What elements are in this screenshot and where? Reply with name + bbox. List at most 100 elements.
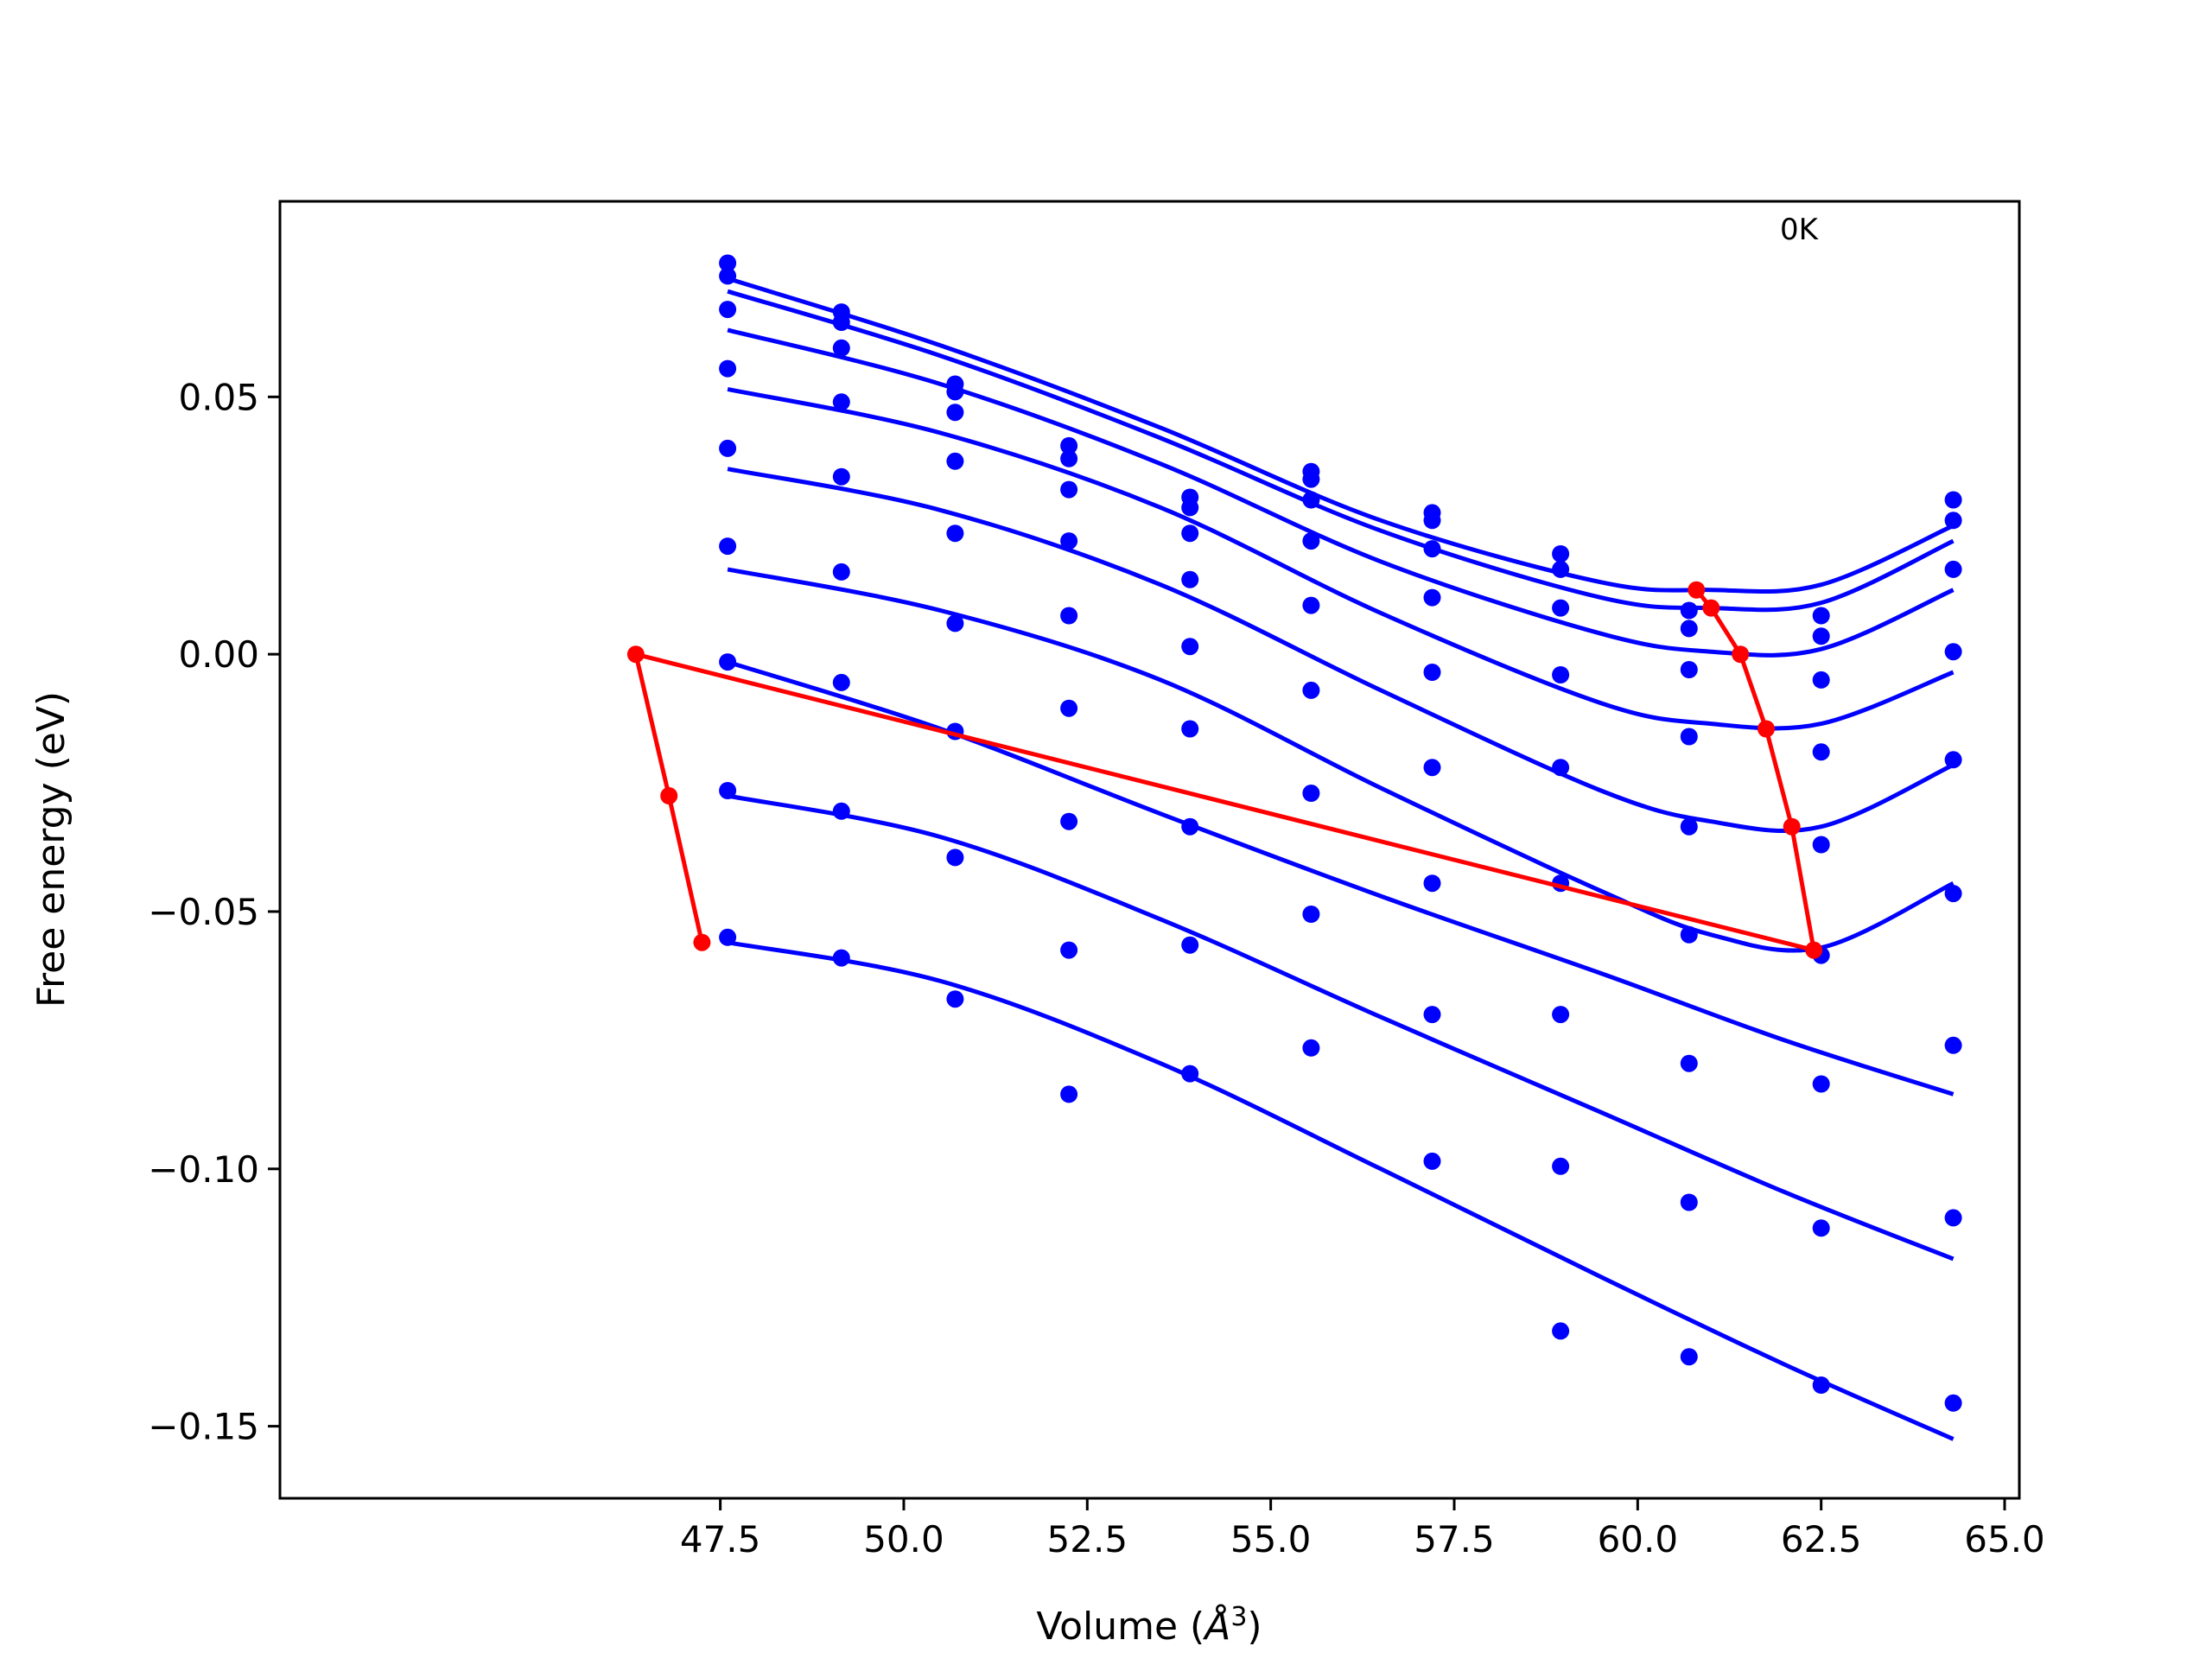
data-point	[1944, 512, 1962, 530]
data-point	[1812, 607, 1830, 625]
data-point	[1423, 874, 1441, 893]
data-point	[1060, 607, 1078, 625]
equilibrium-point	[626, 645, 645, 664]
data-point	[1680, 1348, 1698, 1366]
data-points	[719, 254, 1962, 1412]
x-tick-label: 60.0	[1598, 1518, 1679, 1560]
data-point	[1181, 936, 1199, 954]
plot-frame	[278, 200, 2021, 1500]
y-axis-ticks: 0.05 0.00 −0.05 −0.10 −0.15	[148, 376, 280, 1448]
data-point	[1060, 436, 1078, 454]
equilibrium-point	[1758, 720, 1775, 738]
data-point	[1302, 596, 1320, 614]
data-point	[1680, 601, 1698, 620]
y-tick-label: 0.00	[178, 633, 259, 676]
data-point	[719, 782, 737, 799]
data-point	[719, 267, 737, 285]
data-point	[1812, 671, 1830, 689]
data-point	[1060, 812, 1078, 830]
data-point	[1944, 751, 1962, 769]
fit-curve-9	[727, 940, 1955, 1441]
y-tick-label: 0.05	[178, 376, 259, 418]
data-point	[1812, 1219, 1830, 1237]
data-point	[1680, 620, 1698, 638]
data-point	[1552, 666, 1570, 683]
data-point	[946, 614, 964, 632]
x-tick-label: 57.5	[1414, 1518, 1495, 1560]
data-point	[1302, 681, 1320, 699]
x-axis-label: Volume (Å3)	[1036, 1602, 1262, 1649]
data-point	[946, 404, 964, 422]
data-point	[1181, 638, 1199, 656]
x-tick-label: 55.0	[1230, 1518, 1312, 1560]
data-point	[1944, 1394, 1962, 1412]
data-point	[1552, 560, 1570, 578]
y-tick-label: −0.05	[148, 891, 259, 933]
data-point	[1423, 1152, 1441, 1170]
data-point	[1944, 643, 1962, 661]
data-point	[1423, 512, 1441, 530]
data-point	[1552, 759, 1570, 777]
data-point	[1181, 1065, 1199, 1083]
data-point	[1944, 885, 1962, 903]
data-point	[1060, 699, 1078, 717]
data-point	[946, 849, 964, 867]
data-point	[946, 990, 964, 1008]
data-point	[946, 524, 964, 543]
data-point	[1680, 1193, 1698, 1211]
data-point	[1181, 817, 1199, 836]
y-axis-label: Free energy (eV)	[29, 691, 73, 1007]
data-point	[1302, 1039, 1320, 1057]
data-point	[1060, 532, 1078, 550]
data-point	[832, 393, 850, 411]
data-point	[719, 359, 737, 378]
data-point	[1680, 925, 1698, 944]
data-point	[719, 537, 737, 556]
data-point	[832, 802, 850, 820]
data-point	[946, 383, 964, 401]
data-point	[1423, 664, 1441, 681]
data-point	[1812, 1075, 1830, 1093]
equilibrium-point	[1732, 645, 1750, 664]
fit-curve-6	[727, 567, 1955, 953]
data-point	[1552, 1322, 1570, 1340]
fit-curve-2	[727, 289, 1955, 613]
data-point	[832, 673, 850, 691]
data-point	[1812, 1376, 1830, 1394]
data-point	[1944, 1036, 1962, 1054]
data-point	[1552, 1157, 1570, 1175]
data-point	[1680, 1054, 1698, 1072]
equilibrium-point	[1688, 581, 1706, 599]
data-point	[1944, 1209, 1962, 1227]
data-point	[1680, 728, 1698, 746]
data-point	[1302, 532, 1320, 550]
data-point	[1302, 470, 1320, 488]
data-point	[1181, 570, 1199, 588]
data-point	[1302, 491, 1320, 509]
data-point	[719, 254, 737, 272]
data-point	[832, 949, 850, 967]
temperature-annotation: 0K	[1780, 213, 1820, 247]
data-point	[832, 467, 850, 486]
data-point	[1302, 906, 1320, 923]
data-point	[1181, 524, 1199, 543]
equilibrium-point	[1783, 817, 1801, 836]
data-point	[1423, 588, 1441, 607]
data-point	[719, 439, 737, 457]
data-point	[832, 314, 850, 331]
data-point	[1944, 491, 1962, 509]
data-point	[1680, 817, 1698, 836]
data-point	[1552, 599, 1570, 617]
data-point	[1423, 540, 1441, 558]
x-tick-label: 50.0	[863, 1518, 944, 1560]
equilibrium-point	[1702, 599, 1720, 617]
fit-curve-8	[727, 793, 1955, 1262]
equilibrium-path	[626, 581, 1823, 959]
data-point	[832, 339, 850, 357]
data-point	[719, 653, 737, 671]
equilibrium-point	[1805, 941, 1823, 959]
data-point	[1423, 759, 1441, 777]
data-point	[1944, 560, 1962, 578]
x-tick-label: 52.5	[1047, 1518, 1128, 1560]
data-point	[1812, 743, 1830, 761]
